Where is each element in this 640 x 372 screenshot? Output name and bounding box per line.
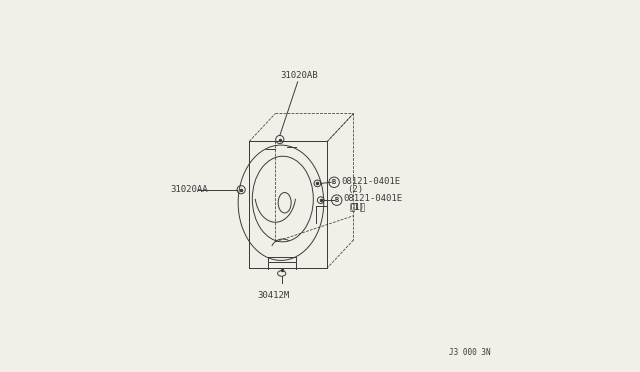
Text: 31020AB: 31020AB	[281, 71, 318, 80]
Text: (2): (2)	[347, 185, 364, 194]
Text: 08121-0401E: 08121-0401E	[342, 177, 401, 186]
Text: 08121-0401E: 08121-0401E	[344, 194, 403, 203]
Text: 31020AA: 31020AA	[170, 185, 208, 194]
Text: J3 000 3N: J3 000 3N	[449, 348, 491, 357]
Text: B: B	[332, 179, 336, 185]
Text: (1): (1)	[348, 203, 364, 212]
Text: B: B	[335, 197, 339, 203]
Text: 、1。: 、1。	[349, 202, 366, 211]
Text: 30412M: 30412M	[257, 291, 290, 300]
